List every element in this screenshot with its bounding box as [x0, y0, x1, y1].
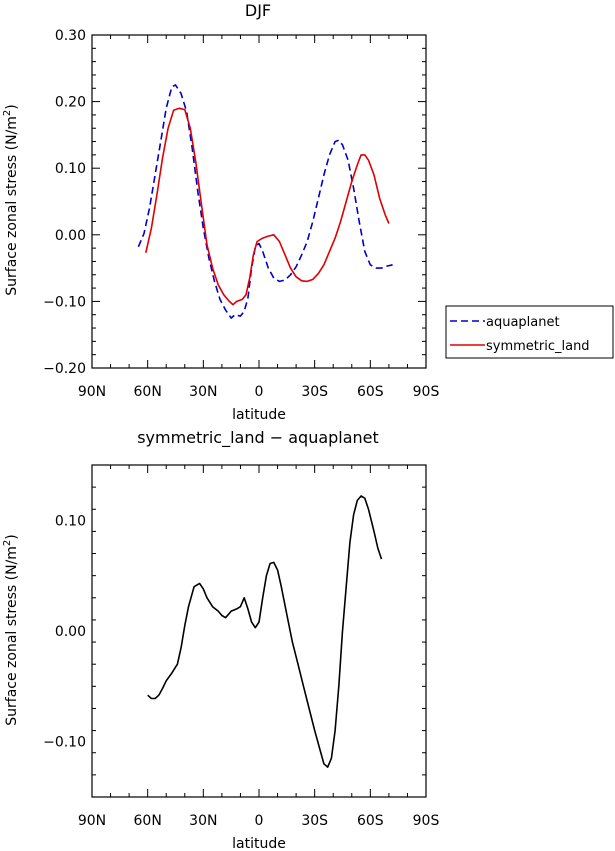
x-tick-label: 60N — [134, 384, 162, 400]
series-line-symmetric-land — [145, 107, 390, 306]
panel-1-marks — [137, 84, 393, 319]
chart-title: symmetric_land − aquaplanet — [137, 428, 379, 448]
y-tick-label: −0.10 — [43, 294, 86, 310]
legend-box — [445, 305, 614, 359]
series-line-difference — [147, 495, 383, 768]
x-tick-label: 30N — [189, 813, 217, 829]
y-tick-label: 0.10 — [55, 161, 86, 177]
y-axis-label: Surface zonal stress (N/m2) — [2, 534, 20, 726]
x-tick-label: 90S — [413, 384, 440, 400]
x-tick-label: 0 — [255, 384, 264, 400]
series-line-aquaplanet — [137, 84, 393, 319]
y-axis-label: Surface zonal stress (N/m2) — [2, 104, 20, 296]
x-axis-label: latitude — [232, 836, 286, 851]
y-tick-label: 0.00 — [55, 624, 86, 640]
legend-label-aquaplanet: aquaplanet — [486, 315, 560, 330]
plot-frame — [91, 464, 427, 798]
legend-label-symmetric-land: symmetric_land — [486, 339, 590, 354]
x-tick-label: 60S — [357, 813, 384, 829]
x-tick-label: 30N — [189, 384, 217, 400]
panel-1-ticks: 90N 60N 30N 0 30S 60S 90S −0.20 −0.10 0.00 0.10 0.2… — [43, 28, 439, 400]
panel-djf: DJF 90N 60N 30N 0 30S 60S 90S −0.20 −0.10 0.00 0.1… — [2, 1, 614, 423]
x-tick-label: 60S — [357, 384, 384, 400]
legend: aquaplanet symmetric_land — [445, 305, 614, 359]
plot-frame — [91, 34, 427, 369]
x-tick-label: 90S — [413, 813, 440, 829]
x-axis-label: latitude — [232, 407, 286, 423]
x-tick-label: 30S — [301, 813, 328, 829]
x-tick-label: 90N — [78, 813, 106, 829]
x-tick-label: 0 — [255, 813, 264, 829]
y-tick-label: 0.20 — [55, 95, 86, 111]
y-tick-label: 0.30 — [55, 28, 86, 44]
y-tick-label: −0.20 — [43, 361, 86, 377]
y-tick-label: −0.10 — [43, 735, 86, 751]
x-tick-label: 60N — [134, 813, 162, 829]
x-tick-label: 30S — [301, 384, 328, 400]
y-tick-label: 0.10 — [55, 513, 86, 529]
x-tick-label: 90N — [78, 384, 106, 400]
chart-title: DJF — [245, 1, 271, 20]
panel-2-ticks: 90N 60N 30N 0 30S 60S 90S −0.10 0.00 0.10 — [43, 464, 440, 829]
y-tick-label: 0.00 — [55, 228, 86, 244]
panel-difference: symmetric_land − aquaplanet 90N 60N 30N 0 30… — [2, 428, 439, 851]
panel-2-marks — [147, 495, 383, 768]
